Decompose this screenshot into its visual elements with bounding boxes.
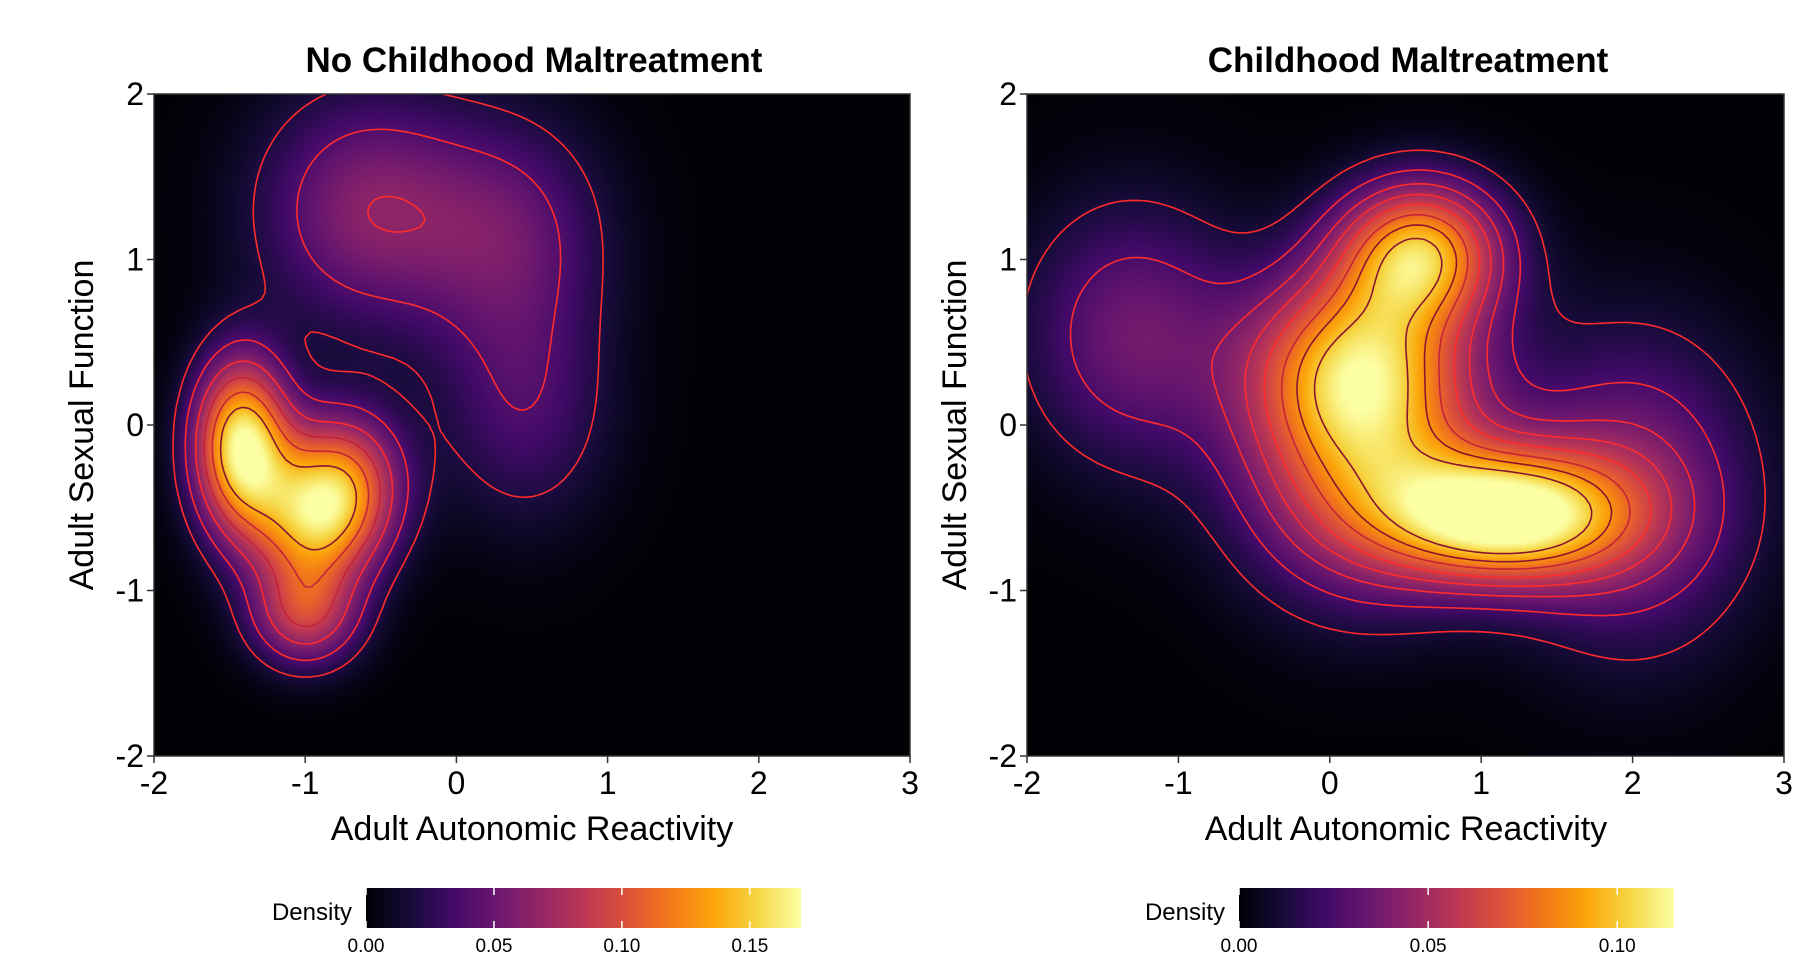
colorbar-tick-label: 0.00 <box>1221 936 1258 957</box>
panel-1-heatmap <box>154 94 910 756</box>
y-tick-label: 2 <box>126 76 144 112</box>
panel-2-heatmap <box>1027 94 1784 756</box>
contour-line <box>1026 149 1766 661</box>
panel-1-y-ticks: -2 -1 0 1 2 <box>116 76 154 774</box>
y-tick-label: -2 <box>989 738 1017 774</box>
panel-2-title: Childhood Maltreatment <box>1208 41 1609 80</box>
panel-2-x-ticks: -2 -1 0 1 2 3 <box>1013 756 1793 801</box>
x-tick-label: -1 <box>291 765 319 801</box>
panel-2-x-axis-label: Adult Autonomic Reactivity <box>1205 810 1608 848</box>
panel-1-colorbar-gradient <box>366 888 801 928</box>
y-tick-label: -1 <box>989 573 1017 609</box>
x-tick-label: 0 <box>448 765 466 801</box>
y-tick-label: 1 <box>126 242 144 278</box>
y-tick-label: 2 <box>999 76 1017 112</box>
y-tick-label: -1 <box>116 573 144 609</box>
density-raster-1 <box>154 94 910 756</box>
contour-line <box>194 195 426 645</box>
contour-line <box>211 391 370 588</box>
contour-line <box>203 376 381 628</box>
panel-1-x-axis-label: Adult Autonomic Reactivity <box>331 810 734 848</box>
colorbar-tick-label: 0.05 <box>1410 936 1447 957</box>
contour-line <box>184 128 562 662</box>
panel-no-maltreatment: No Childhood Maltreatment -2 -1 0 1 2 3 -2 -1 0… <box>63 41 919 957</box>
panel-2-y-ticks: -2 -1 0 1 2 <box>989 76 1027 774</box>
x-tick-label: 1 <box>599 765 617 801</box>
colorbar-tick-label: 0.05 <box>475 936 512 957</box>
colorbar-tick-label: 0.10 <box>1599 936 1636 957</box>
contour-line <box>1296 224 1613 563</box>
panel-1-x-ticks: -2 -1 0 1 2 3 <box>140 756 919 801</box>
contour-line <box>219 406 358 551</box>
y-tick-label: 0 <box>126 407 144 443</box>
panel-2-contours <box>1026 149 1766 661</box>
panel-1-contours <box>172 93 604 678</box>
y-tick-label: 0 <box>999 407 1017 443</box>
x-tick-label: 1 <box>1472 765 1490 801</box>
colorbar-tick-label: 0.10 <box>603 936 640 957</box>
panel-2-y-axis-label: Adult Sexual Function <box>936 260 974 591</box>
panel-1-colorbar: Density 0.00 0.05 0.10 0.15 <box>272 888 801 957</box>
panel-maltreatment: Childhood Maltreatment -2 -1 0 1 2 3 -2-1012 … <box>936 41 1793 957</box>
y-tick-label: 1 <box>999 242 1017 278</box>
x-tick-label: 3 <box>1775 765 1793 801</box>
contour-line <box>172 93 604 678</box>
x-tick-label: -1 <box>1164 765 1192 801</box>
panel-2-colorbar-title: Density <box>1145 899 1225 926</box>
panel-2-colorbar: Density 0.00 0.05 0.10 <box>1145 888 1674 957</box>
contour-line <box>1280 213 1631 570</box>
contour-line <box>1263 203 1652 579</box>
panel-1-colorbar-ticks: 0.00 0.05 0.10 0.15 <box>348 888 768 957</box>
panel-1-colorbar-title: Density <box>272 899 352 926</box>
panel-1-title: No Childhood Maltreatment <box>306 41 763 80</box>
colorbar-tick-label: 0.00 <box>348 936 385 957</box>
x-tick-label: 3 <box>901 765 919 801</box>
x-tick-label: 2 <box>750 765 768 801</box>
contour-line <box>1211 183 1696 598</box>
density-raster-2 <box>1027 94 1784 756</box>
colorbar-tick-label: 0.15 <box>731 936 768 957</box>
x-tick-label: -2 <box>1013 765 1041 801</box>
x-tick-label: -2 <box>140 765 168 801</box>
contour-line <box>1244 193 1673 587</box>
y-tick-label: -2 <box>116 738 144 774</box>
panel-2-colorbar-ticks: 0.00 0.05 0.10 <box>1221 888 1636 957</box>
panel-2-colorbar-gradient <box>1239 888 1674 928</box>
x-tick-label: 2 <box>1624 765 1642 801</box>
panel-1-y-axis-label: Adult Sexual Function <box>63 260 101 591</box>
contour-line <box>1313 237 1593 555</box>
x-tick-label: 0 <box>1321 765 1339 801</box>
contour-line <box>1069 169 1725 617</box>
